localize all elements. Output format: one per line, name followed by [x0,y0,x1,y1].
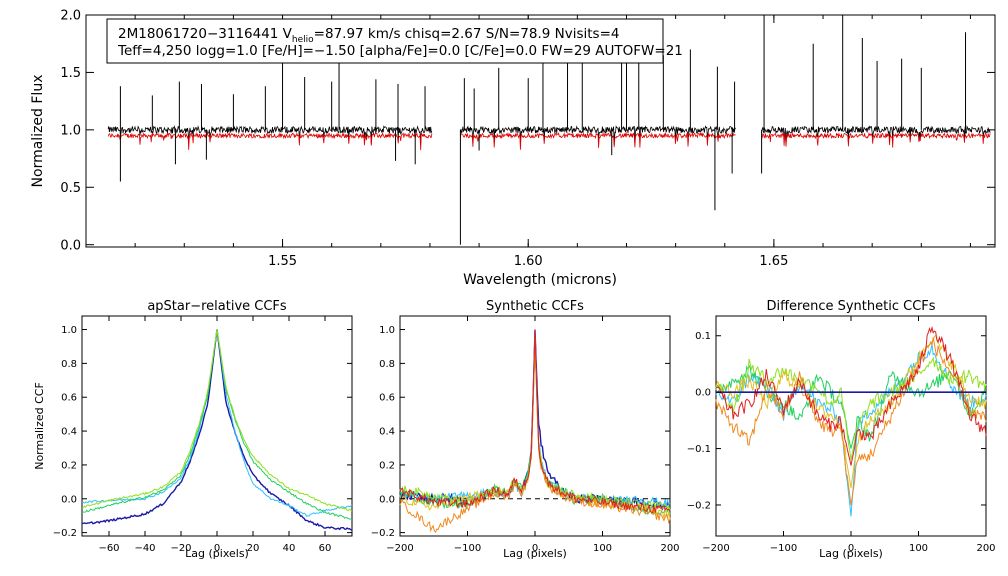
synthetic-ccf-xtick-label: 0 [532,543,538,554]
spectrum-xtick-label: 1.65 [759,254,788,269]
apstar-ccf-panel: −60 −40 −20 0 20 40 60 −0.2 0.0 0.2 0.4 0.6 0.8 1.0 a… [33,299,353,560]
info-stats: =87.97 km/s chisq=2.67 S/N=78.9 Nvisits=… [314,26,620,42]
apstar-ccf-ytick-label: 1.0 [61,325,77,336]
apstar-ccf-xtick-label: 0 [214,543,220,554]
spectrum-xtick-label: 1.60 [514,254,543,269]
synthetic-ccf-xtick-label: −200 [386,543,413,554]
info-vhelio-subscript: helio [292,35,314,45]
synthetic-ccf-xtick-label: −100 [454,543,481,554]
synthetic-ccf-xlabel: Lag (pixels) [503,547,567,560]
synthetic-ccf-series-template-3 [399,337,671,516]
apstar-ccf-ytick-label: 0.0 [61,494,77,505]
apstar-ccf-xtick-label: 20 [247,543,260,554]
synthetic-ccf-series-template-5 [399,341,671,520]
spectrum-ytick-label: 1.5 [60,66,81,81]
info-star-id: 2M18061720−3116441 V [118,26,293,42]
apstar-ccf-xtick-label: 40 [283,543,296,554]
model-spectrum-chip-2 [460,131,736,150]
difference-ccf-xlabel: Lag (pixels) [819,547,883,560]
observed-spectrum-chip-1 [107,125,433,144]
difference-ccf-xtick-label: 100 [909,543,928,554]
model-spectrum-chip-1 [107,131,433,151]
synthetic-ccf-ytick-label: 0.2 [379,460,395,471]
apstar-ccf-title: apStar−relative CCFs [147,299,287,314]
synthetic-ccf-ytick-label: −0.2 [371,528,395,539]
difference-ccf-series-diff-7 [715,325,987,466]
difference-ccf-ytick-label: 0.0 [695,388,711,399]
spectrum-axes-frame [85,14,996,248]
difference-ccf-ytick-label: 0.1 [695,331,711,342]
apstar-ccf-xlabel: Lag (pixels) [185,547,249,560]
synthetic-ccf-xtick-label: 200 [660,543,679,554]
synthetic-ccf-ytick-label: 1.0 [379,325,395,336]
observed-spectrum-chip-3 [761,125,991,146]
difference-ccf-panel: −200 −100 0 100 200 −0.2 −0.1 0.0 0.1 Difference… [687,299,996,560]
synthetic-ccf-ytick-label: 0.4 [379,427,395,438]
difference-ccf-series-diff-6 [715,337,987,506]
spectrum-ytick-label: 0.0 [60,238,81,253]
synthetic-ccf-panel: −200 −100 0 100 200 −0.2 0.0 0.2 0.4 0.6 0.8 1.0 Sy… [371,299,680,560]
apstar-ccf-series-visit-3 [81,329,353,521]
apstar-ccf-ylabel: Normalized CCF [33,382,46,470]
synthetic-ccf-ytick-label: 0.0 [379,494,395,505]
apstar-ccf-series-visit-4 [81,329,353,512]
apstar-ccf-xtick-label: −40 [134,543,155,554]
apstar-ccf-ytick-label: 0.2 [61,460,77,471]
difference-ccf-ytick-label: −0.1 [687,444,711,455]
apstar-ccf-ytick-label: −0.2 [53,528,77,539]
spectrum-ytick-label: 2.0 [60,9,81,24]
spectrum-ytick-label: 0.5 [60,181,81,196]
apstar-ccf-xtick-label: 60 [319,543,332,554]
apstar-ccf-series-visit-2 [81,329,353,517]
difference-ccf-xtick-label: 200 [976,543,995,554]
synthetic-ccf-ytick-label: 0.8 [379,359,395,370]
spectrum-ylabel: Normalized Flux [30,75,46,188]
spectrum-ytick-label: 1.0 [60,123,81,138]
info-box-frame [106,18,664,64]
info-box: 2M18061720−3116441 Vhelio=87.97 km/s chi… [106,18,683,64]
difference-ccf-series-diff-4 [715,356,987,460]
difference-ccf-xtick-label: −100 [770,543,797,554]
spectrum-panel: 1.55 1.60 1.65 0.0 0.5 1.0 1.5 2.0 Wavelength (… [30,9,996,288]
apstar-ccf-xtick-label: −60 [98,543,119,554]
difference-ccf-series-diff-3 [715,364,987,449]
synthetic-ccf-ytick-label: 0.6 [379,393,395,404]
apstar-ccf-ytick-label: 0.4 [61,427,77,438]
synthetic-ccf-title: Synthetic CCFs [486,299,584,314]
spectrum-xtick-label: 1.55 [268,254,297,269]
synthetic-ccf-series-template-4 [399,343,671,511]
spectrum-xlabel: Wavelength (microns) [463,272,617,288]
difference-ccf-xtick-label: 0 [848,543,854,554]
difference-ccf-title: Difference Synthetic CCFs [766,299,935,314]
info-line-1: 2M18061720−3116441 Vhelio=87.97 km/s chi… [118,26,620,45]
difference-ccf-ytick-label: −0.2 [687,500,711,511]
synthetic-ccf-xtick-label: 100 [593,543,612,554]
difference-ccf-xtick-label: −200 [702,543,729,554]
apstar-ccf-ytick-label: 0.8 [61,359,77,370]
observed-spectrum-chip-2 [460,125,736,145]
synthetic-ccf-series-template-7 [399,329,671,514]
info-line-2: Teff=4,250 logg=1.0 [Fe/H]=−1.50 [alpha/… [117,43,683,59]
apstar-ccf-ytick-label: 0.6 [61,393,77,404]
model-spectrum-chip-3 [761,131,991,148]
apstar-ccf-axes-frame [81,315,353,537]
apstar-ccf-xtick-label: −20 [170,543,191,554]
